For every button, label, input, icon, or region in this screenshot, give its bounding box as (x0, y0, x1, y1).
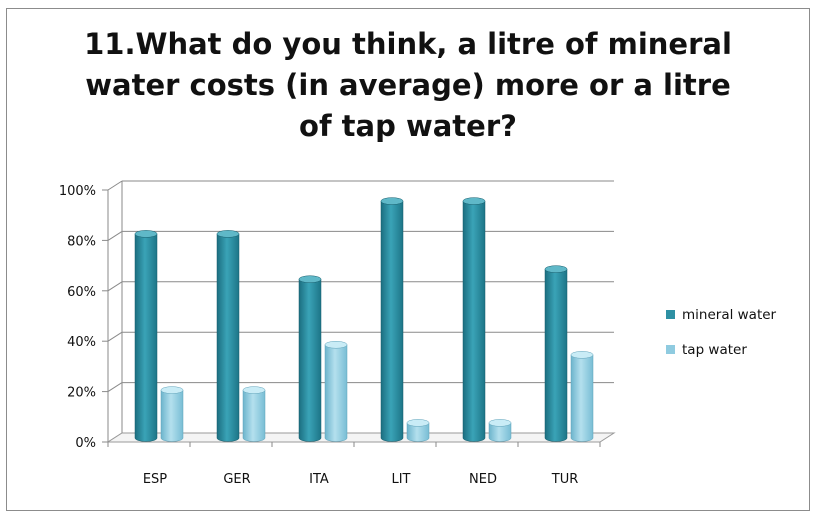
bar-top (570, 351, 594, 359)
x-tick-label: TUR (551, 472, 579, 487)
y-tick-label: 80% (67, 234, 96, 249)
gridline-depth (107, 382, 123, 393)
legend-swatch-tap-water (666, 345, 675, 354)
chart-title: 11.What do you think, a litre of mineral… (84, 27, 732, 143)
bar-top (544, 265, 568, 273)
gridline-depth (107, 281, 123, 292)
bar-tap-water-ESP (160, 389, 184, 442)
x-tick-label: ITA (309, 472, 329, 487)
y-tick-label: 40% (67, 335, 96, 350)
bar-top (462, 197, 486, 205)
legend-label-mineral-water: mineral water (682, 307, 777, 323)
bar-top (380, 197, 404, 205)
bar-tap-water-LIT (406, 422, 430, 442)
bar-top (324, 341, 348, 349)
bar-top (242, 386, 266, 394)
x-tick-label: ESP (143, 472, 167, 487)
axis-labels: 0% 20% 40% 60% 80% 100% ESP GER ITA LIT NED TUR (59, 184, 578, 487)
bar-top (298, 275, 322, 283)
x-tick-label: LIT (391, 472, 410, 487)
bar-mineral-water-LIT (380, 200, 404, 442)
chart-floor (106, 432, 616, 443)
bar-tap-water-NED (488, 422, 512, 442)
gridline-depth (107, 230, 123, 241)
bar-mineral-water-ESP (134, 233, 158, 442)
legend-swatch-mineral-water (666, 310, 675, 319)
bar-top (160, 386, 184, 394)
y-tick-label: 20% (67, 386, 96, 401)
bar-mineral-water-NED (462, 200, 486, 442)
bar-mineral-water-GER (216, 233, 240, 442)
bars (134, 197, 594, 442)
legend-label-tap-water: tap water (682, 342, 747, 358)
gridline-depth (107, 331, 123, 342)
legend: mineral water tap water (666, 307, 777, 358)
bar-mineral-water-ITA (298, 278, 322, 442)
bar-mineral-water-TUR (544, 268, 568, 442)
y-tick-label: 0% (75, 436, 96, 451)
x-tick-label: NED (469, 472, 497, 487)
bar-tap-water-GER (242, 389, 266, 442)
bar-top (216, 230, 240, 238)
bar-top (134, 230, 158, 238)
gridlines (107, 180, 614, 443)
gridline-depth (107, 180, 123, 191)
bar-top (406, 419, 430, 427)
bar-tap-water-TUR (570, 354, 594, 442)
y-tick-label: 60% (67, 285, 96, 300)
bar-tap-water-ITA (324, 344, 348, 442)
y-tick-label: 100% (59, 184, 96, 199)
bar-top (488, 419, 512, 427)
x-tick-label: GER (223, 472, 250, 487)
